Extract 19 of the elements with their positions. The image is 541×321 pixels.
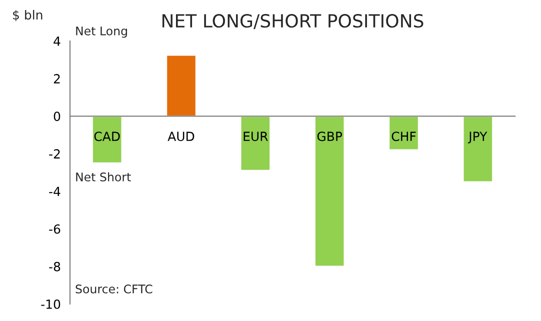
x-tick-label: JPY (468, 132, 488, 144)
y-tick-label: 0 (54, 112, 60, 122)
y-tick-label: -4 (49, 186, 60, 196)
annotation: Source: CFTC (76, 284, 152, 294)
y-axis-title: $ bln (13, 10, 42, 22)
y-tick-label: 4 (54, 36, 60, 46)
x-tick-label: CHF (392, 132, 416, 142)
x-tick-label: EUR (244, 132, 268, 142)
y-tick-label: -2 (49, 149, 60, 158)
y-tick-label: -6 (49, 224, 60, 234)
x-tick-label: GBP (317, 132, 342, 142)
annotation: Net Short (76, 172, 131, 182)
chart-title: NET LONG/SHORT POSITIONS (162, 14, 424, 30)
y-tick-label: 2 (54, 74, 60, 84)
text: Net Long (76, 26, 127, 38)
x-tick-label: CAD (94, 132, 120, 142)
y-tick-label: -10 (41, 299, 60, 309)
y-tick-label: -8 (49, 262, 60, 272)
x-tick-label: AUD (168, 132, 194, 142)
